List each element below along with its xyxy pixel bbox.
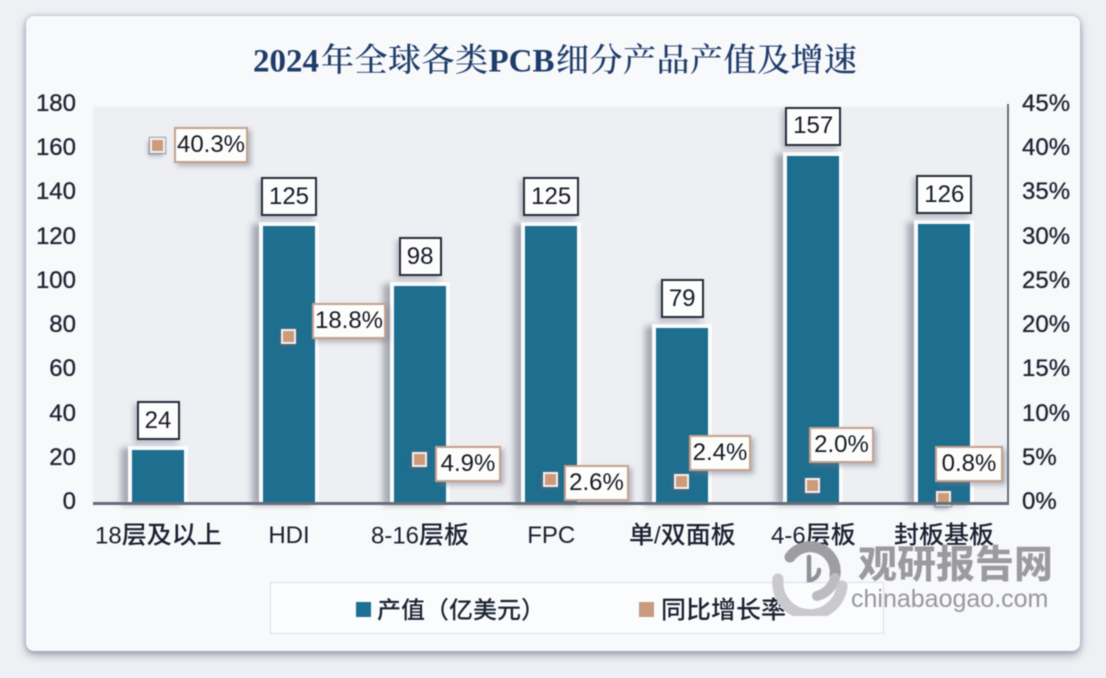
svg-text:/: / bbox=[654, 522, 661, 549]
svg-text:PCB: PCB bbox=[488, 43, 554, 79]
svg-text:18: 18 bbox=[95, 522, 122, 549]
svg-text:2024: 2024 bbox=[253, 43, 319, 79]
svg-text:8-16: 8-16 bbox=[371, 522, 419, 549]
